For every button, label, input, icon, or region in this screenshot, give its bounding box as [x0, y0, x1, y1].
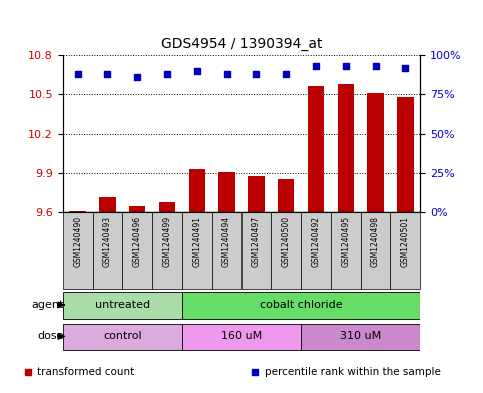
- Point: [253, 71, 260, 77]
- Bar: [63, 292, 182, 319]
- Bar: [301, 212, 331, 289]
- Bar: [248, 176, 265, 212]
- Bar: [182, 212, 212, 289]
- Bar: [212, 212, 242, 289]
- Text: untreated: untreated: [95, 300, 150, 310]
- Bar: [308, 86, 324, 212]
- Bar: [189, 169, 205, 212]
- Text: 160 uM: 160 uM: [221, 331, 262, 342]
- Bar: [99, 196, 115, 212]
- Text: GSM1240493: GSM1240493: [103, 216, 112, 267]
- Text: percentile rank within the sample: percentile rank within the sample: [265, 367, 440, 377]
- Point: [372, 63, 380, 69]
- Text: GSM1240491: GSM1240491: [192, 216, 201, 267]
- Bar: [70, 211, 86, 212]
- Bar: [368, 93, 384, 212]
- Text: GSM1240500: GSM1240500: [282, 216, 291, 267]
- Bar: [129, 206, 145, 212]
- Text: GSM1240497: GSM1240497: [252, 216, 261, 267]
- Point: [401, 64, 409, 71]
- Point: [163, 71, 171, 77]
- Bar: [331, 212, 361, 289]
- Point: [312, 63, 320, 69]
- Point: [104, 71, 112, 77]
- Point: [282, 71, 290, 77]
- Text: GSM1240490: GSM1240490: [73, 216, 82, 267]
- Text: GSM1240498: GSM1240498: [371, 216, 380, 267]
- Title: GDS4954 / 1390394_at: GDS4954 / 1390394_at: [161, 37, 322, 51]
- Text: GSM1240499: GSM1240499: [163, 216, 171, 267]
- Text: GSM1240496: GSM1240496: [133, 216, 142, 267]
- Text: 310 uM: 310 uM: [340, 331, 381, 342]
- Point: [223, 71, 230, 77]
- Point: [406, 217, 414, 224]
- Bar: [93, 212, 122, 289]
- Bar: [278, 180, 294, 212]
- Bar: [338, 84, 354, 212]
- Text: GSM1240494: GSM1240494: [222, 216, 231, 267]
- Text: transformed count: transformed count: [38, 367, 135, 377]
- Text: control: control: [103, 331, 142, 342]
- Bar: [182, 292, 420, 319]
- Point: [74, 71, 82, 77]
- Bar: [271, 212, 301, 289]
- Text: GSM1240492: GSM1240492: [312, 216, 320, 267]
- Text: dose: dose: [37, 331, 63, 342]
- Bar: [301, 324, 420, 350]
- Bar: [218, 172, 235, 212]
- Bar: [390, 212, 420, 289]
- Bar: [159, 202, 175, 212]
- Text: GSM1240495: GSM1240495: [341, 216, 350, 267]
- Point: [342, 63, 350, 69]
- Bar: [152, 212, 182, 289]
- Text: cobalt chloride: cobalt chloride: [260, 300, 342, 310]
- Bar: [63, 324, 182, 350]
- Point: [133, 74, 141, 80]
- Bar: [182, 324, 301, 350]
- Text: agent: agent: [31, 300, 63, 310]
- Bar: [397, 97, 413, 212]
- Bar: [122, 212, 152, 289]
- Text: GSM1240501: GSM1240501: [401, 216, 410, 267]
- Bar: [242, 212, 271, 289]
- Point: [193, 68, 201, 74]
- Bar: [63, 212, 93, 289]
- Bar: [361, 212, 390, 289]
